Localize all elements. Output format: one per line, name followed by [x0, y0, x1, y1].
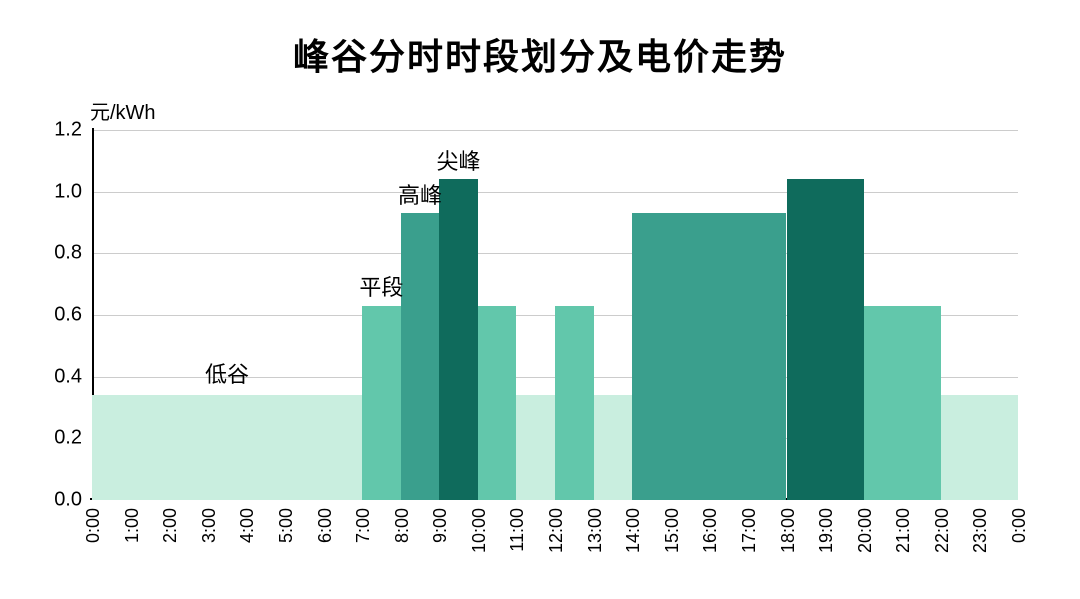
y-tick-label: 0.4 — [54, 365, 82, 388]
x-tick-label: 0:00 — [1009, 508, 1030, 543]
x-tick-label: 16:00 — [700, 508, 721, 553]
x-tick-label: 20:00 — [855, 508, 876, 553]
x-tick-label: 22:00 — [932, 508, 953, 553]
x-tick-label: 8:00 — [392, 508, 413, 543]
bars-layer — [92, 130, 1018, 500]
y-tick-label: 0.6 — [54, 304, 82, 327]
bar-segment — [787, 179, 864, 500]
y-tick-label: 1.0 — [54, 180, 82, 203]
x-tick-label: 19:00 — [816, 508, 837, 553]
x-tick-label: 6:00 — [315, 508, 336, 543]
bar-category-label: 高峰 — [398, 178, 442, 210]
x-tick-label: 23:00 — [970, 508, 991, 553]
bar-segment — [439, 179, 478, 500]
bar-segment — [92, 395, 362, 500]
x-tick-label: 17:00 — [739, 508, 760, 553]
x-tick-label: 5:00 — [276, 508, 297, 543]
bar-segment — [864, 306, 941, 500]
bar-category-label: 低谷 — [205, 357, 249, 389]
chart-title: 峰谷分时时段划分及电价走势 — [0, 28, 1080, 80]
x-tick-label: 10:00 — [469, 508, 490, 553]
bar-segment — [478, 306, 517, 500]
y-axis-label: 元/kWh — [90, 96, 156, 125]
chart-area: 0.00.20.40.60.81.01.2 0:001:002:003:004:… — [92, 130, 1018, 500]
bar-segment — [362, 306, 401, 500]
bar-segment — [516, 395, 555, 500]
x-tick-label: 13:00 — [585, 508, 606, 553]
bar-segment — [594, 395, 633, 500]
y-tick-label: 1.2 — [54, 119, 82, 142]
x-tick-label: 14:00 — [623, 508, 644, 553]
bar-category-label: 平段 — [359, 270, 403, 302]
x-tick-label: 11:00 — [507, 508, 528, 552]
x-tick-label: 21:00 — [893, 508, 914, 553]
bar-category-label: 尖峰 — [437, 144, 481, 176]
x-tick-label: 7:00 — [353, 508, 374, 543]
x-tick-label: 3:00 — [199, 508, 220, 543]
y-tick-label: 0.0 — [54, 489, 82, 512]
y-tick-label: 0.8 — [54, 242, 82, 265]
bar-segment — [401, 213, 440, 500]
x-tick-label: 1:00 — [122, 508, 143, 543]
x-tick-label: 9:00 — [430, 508, 451, 543]
x-tick-label: 15:00 — [662, 508, 683, 553]
y-tick-label: 0.2 — [54, 427, 82, 450]
bar-segment — [941, 395, 1018, 500]
x-tick-label: 18:00 — [778, 508, 799, 553]
bar-segment — [632, 213, 786, 500]
x-tick-label: 4:00 — [237, 508, 258, 543]
bar-segment — [555, 306, 594, 500]
x-tick-label: 2:00 — [160, 508, 181, 543]
x-tick-label: 0:00 — [83, 508, 104, 543]
x-tick-label: 12:00 — [546, 508, 567, 553]
